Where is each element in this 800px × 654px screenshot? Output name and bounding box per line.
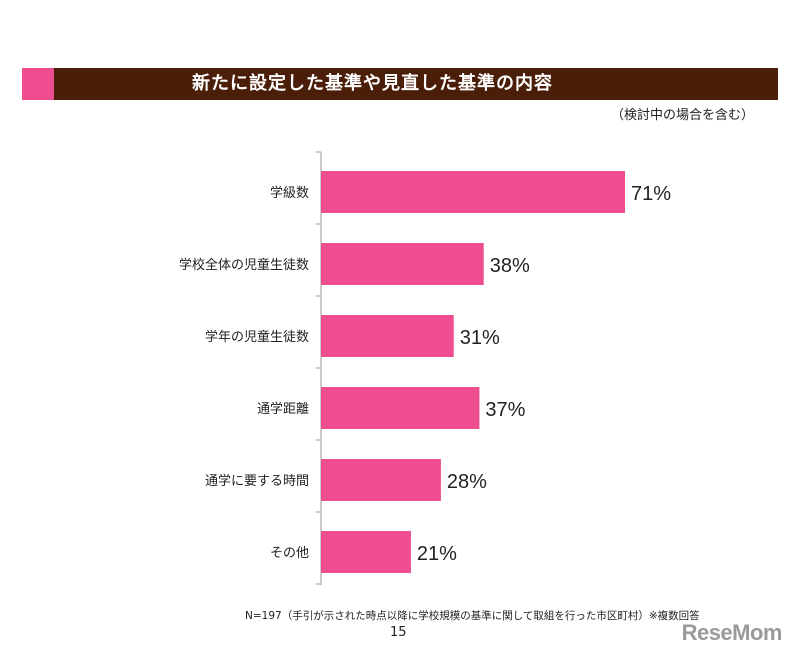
value-label: 38% [490, 255, 530, 277]
bar [321, 243, 484, 285]
category-label: 通学距離 [257, 401, 309, 417]
category-label: 通学に要する時間 [205, 473, 309, 489]
category-label: 学年の児童生徒数 [205, 329, 309, 345]
bar [321, 459, 441, 501]
bar [321, 171, 625, 213]
footnote: N=197（手引が示された時点以降に学校規模の基準に関して取組を行った市区町村）… [245, 610, 700, 622]
bar [321, 531, 411, 573]
value-label: 21% [417, 543, 457, 565]
category-label: その他 [270, 546, 309, 561]
category-label: 学校全体の児童生徒数 [179, 257, 309, 273]
value-label: 71% [631, 183, 671, 205]
chart-title: 新たに設定した基準や見直した基準の内容 [192, 73, 553, 94]
bar [321, 387, 480, 429]
title-bar: 新たに設定した基準や見直した基準の内容 [22, 68, 778, 100]
value-label: 37% [485, 399, 525, 421]
category-label: 学級数 [270, 185, 309, 201]
title-accent-block [22, 68, 54, 100]
value-label: 28% [447, 471, 487, 493]
bar [321, 315, 454, 357]
chart-subtitle: （検討中の場合を含む） [610, 108, 754, 123]
resemom-logo: ReseMom [681, 620, 783, 645]
page-number: 15 [390, 625, 407, 640]
value-label: 31% [460, 327, 500, 349]
